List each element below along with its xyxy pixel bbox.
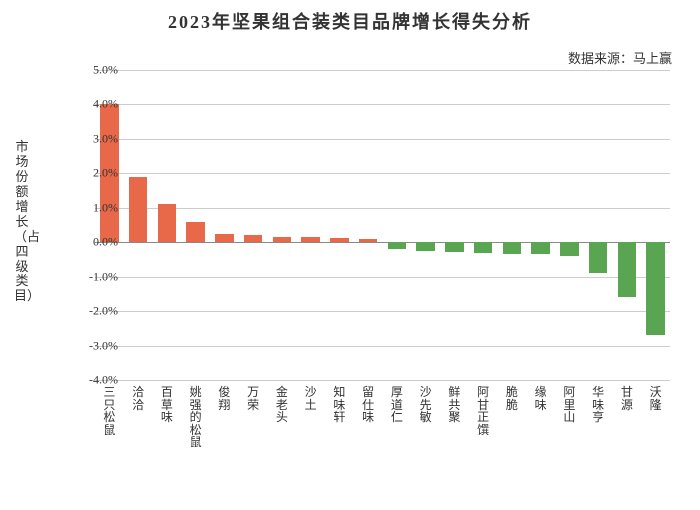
- x-tick-label: 华味亨: [590, 386, 606, 424]
- bar: [646, 242, 665, 335]
- y-tick-label: -2.0%: [63, 304, 118, 319]
- gridline: [95, 380, 670, 381]
- bar: [474, 242, 493, 252]
- x-tick-label: 沃隆: [648, 386, 664, 411]
- x-tick-label: 百草味: [159, 386, 175, 424]
- bar: [301, 237, 320, 242]
- data-source-label: 数据来源：马上赢: [568, 48, 672, 67]
- x-tick-label: 知味轩: [331, 386, 347, 424]
- x-tick-label: 沙土: [303, 386, 319, 411]
- bar: [388, 242, 407, 249]
- x-tick-label: 缘味: [533, 386, 549, 411]
- x-tick-label: 俊翔: [216, 386, 232, 411]
- bar: [445, 242, 464, 252]
- bar: [129, 177, 148, 242]
- x-tick-label: 姚强的松鼠: [188, 386, 204, 449]
- x-tick-label: 三只松鼠: [101, 386, 117, 436]
- y-tick-label: 1.0%: [63, 200, 118, 215]
- x-tick-label: 沙先敏: [418, 386, 434, 424]
- bar: [273, 237, 292, 242]
- bar: [531, 242, 550, 254]
- x-tick-label: 洽洽: [130, 386, 146, 411]
- chart-container: 2023年坚果组合装类目品牌增长得失分析 数据来源：马上赢 市场份额增长（占四级…: [0, 0, 700, 510]
- chart-title: 2023年坚果组合装类目品牌增长得失分析: [0, 8, 700, 34]
- x-tick-label: 厚道仁: [389, 386, 405, 424]
- bar: [158, 204, 177, 242]
- bar-layer: [95, 70, 670, 380]
- bar: [359, 239, 378, 242]
- y-tick-label: 5.0%: [63, 63, 118, 78]
- x-tick-label: 万荣: [245, 386, 261, 411]
- x-tick-label: 脆脆: [504, 386, 520, 411]
- bar: [416, 242, 435, 251]
- bar: [618, 242, 637, 297]
- bar: [589, 242, 608, 273]
- plot-area: [95, 70, 670, 380]
- x-tick-label: 鲜共聚: [446, 386, 462, 424]
- y-tick-label: -3.0%: [63, 338, 118, 353]
- y-tick-label: -1.0%: [63, 269, 118, 284]
- bar: [560, 242, 579, 256]
- x-tick-label: 金老头: [274, 386, 290, 424]
- y-axis-label: 市场份额增长（占四级类目）: [14, 140, 30, 304]
- x-tick-label: 甘源: [619, 386, 635, 411]
- bar: [215, 234, 234, 243]
- x-tick-label: 留仕味: [360, 386, 376, 424]
- x-tick-label: 阿甘正馔: [475, 386, 491, 436]
- y-tick-label: 3.0%: [63, 131, 118, 146]
- y-tick-label: -4.0%: [63, 373, 118, 388]
- x-tick-label: 阿里山: [561, 386, 577, 424]
- y-tick-label: 2.0%: [63, 166, 118, 181]
- bar: [186, 222, 205, 243]
- y-tick-label: 0.0%: [63, 235, 118, 250]
- y-tick-label: 4.0%: [63, 97, 118, 112]
- bar: [244, 235, 263, 242]
- bar: [330, 238, 349, 242]
- bar: [503, 242, 522, 254]
